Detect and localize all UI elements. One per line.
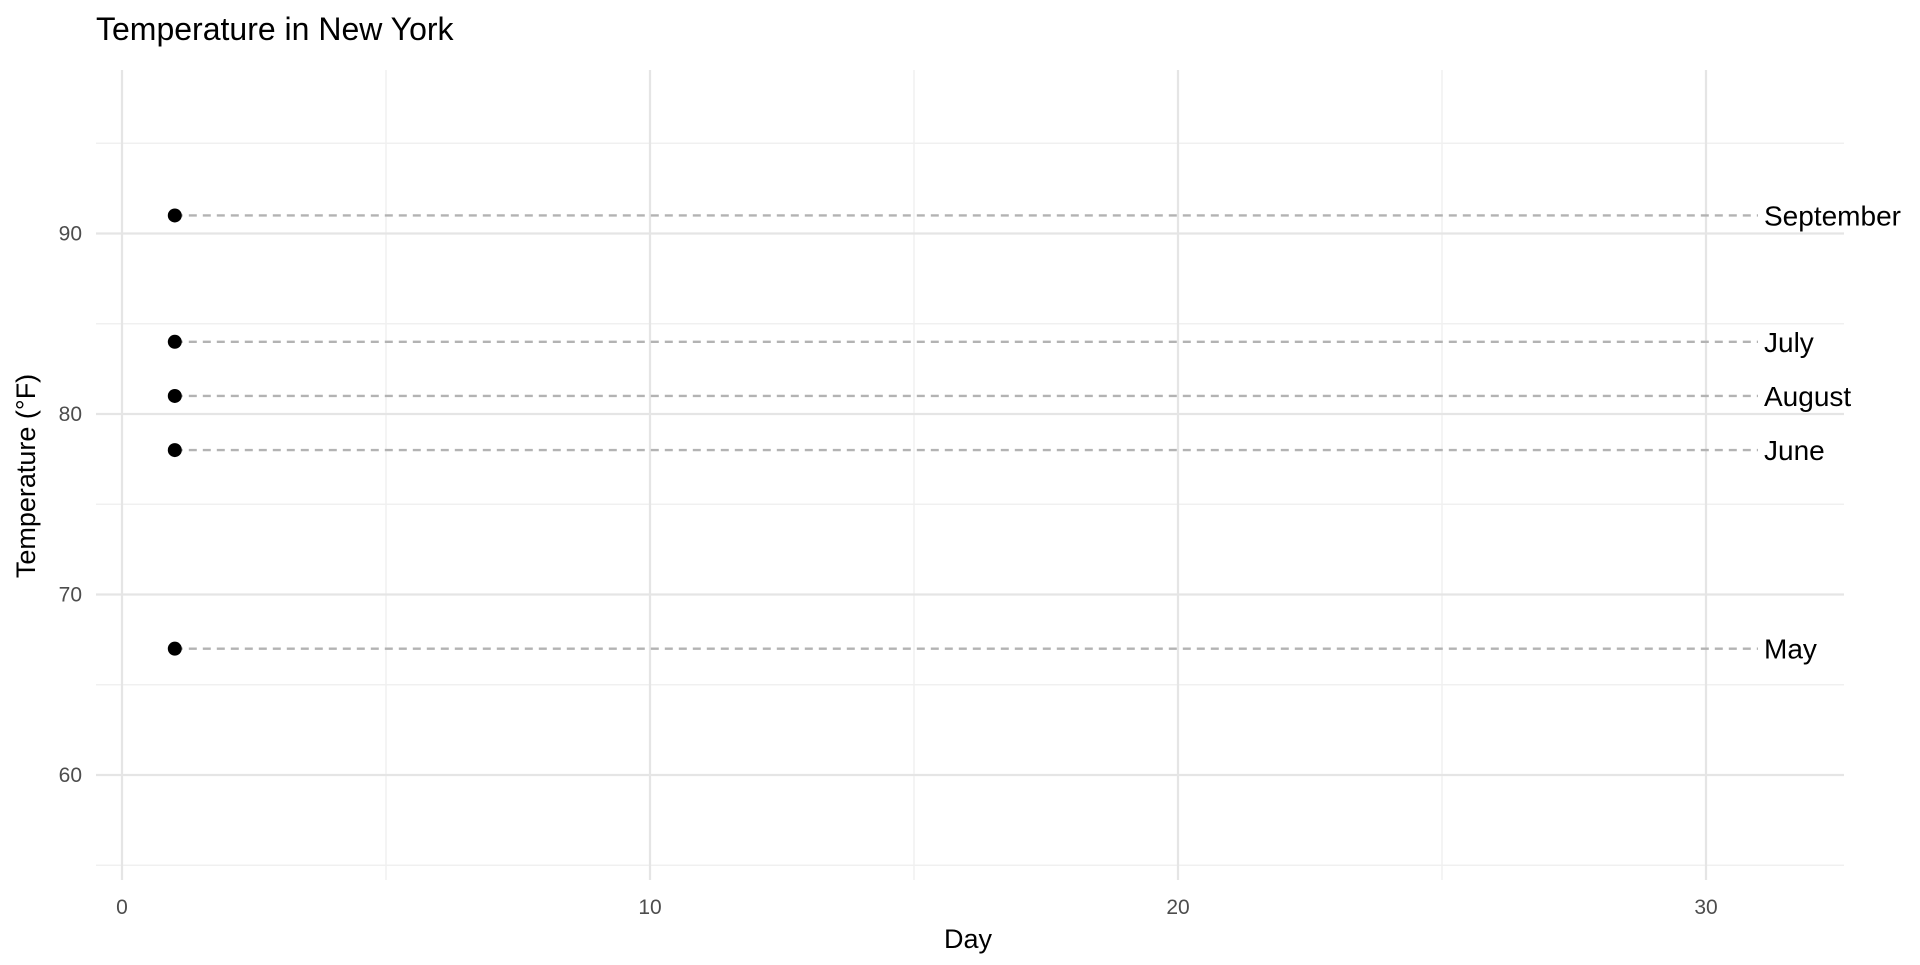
y-tick-label: 70: [59, 584, 82, 607]
y-tick-label: 60: [59, 764, 82, 787]
series-label-may: May: [1764, 634, 1817, 665]
x-tick-label: 30: [1694, 896, 1717, 919]
data-point-september: [167, 208, 182, 223]
series-label-july: July: [1764, 327, 1814, 358]
y-axis-title: Temperature (°F): [11, 374, 41, 578]
series-label-september: September: [1764, 200, 1901, 231]
series-label-august: August: [1764, 381, 1851, 412]
reference-lines: [174, 214, 1758, 650]
x-axis-title: Day: [944, 924, 993, 954]
data-point-may: [167, 641, 182, 656]
chart-title: Temperature in New York: [96, 11, 455, 47]
grid: [96, 70, 1844, 880]
x-tick-label: 0: [116, 896, 128, 919]
tick-labels: 0 10 20 30 60 70 80 90: [59, 223, 1718, 920]
data-point-july: [167, 334, 182, 349]
data-points: [167, 208, 182, 656]
series-labels: May June July August September: [1764, 200, 1901, 664]
data-point-august: [167, 388, 182, 403]
series-label-june: June: [1764, 435, 1825, 466]
y-tick-label: 80: [59, 403, 82, 426]
y-tick-label: 90: [59, 223, 82, 246]
data-point-june: [167, 443, 182, 458]
x-tick-label: 20: [1166, 896, 1189, 919]
x-tick-label: 10: [638, 896, 661, 919]
